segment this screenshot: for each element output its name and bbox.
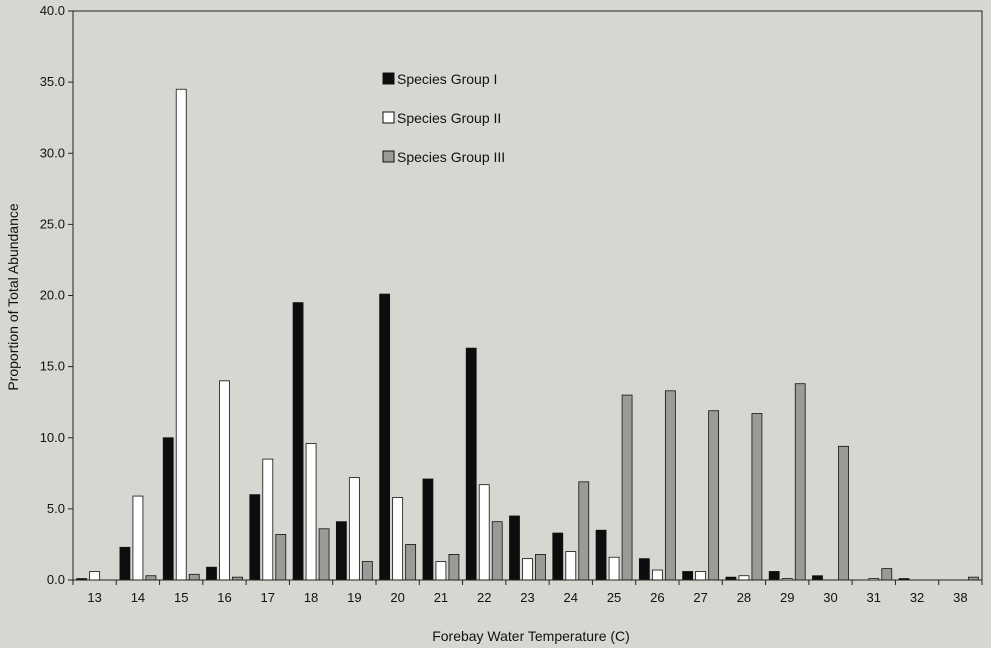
- bar-2-27: [695, 571, 707, 581]
- bar-1-20: [379, 293, 391, 581]
- bar-2-23: [522, 558, 533, 581]
- bar-2-14: [132, 495, 144, 581]
- y-tick-label: 0.0: [47, 572, 65, 587]
- axes-layer: 0.0 5.0 10.0 15.0 20.0 25.0 30.0 35.0 40.0 13 14 15…: [40, 3, 983, 605]
- bar-3-25: [621, 394, 633, 581]
- x-tick-label: 19: [347, 590, 361, 605]
- bar-2-13: [89, 571, 101, 581]
- y-axis-title: Proportion of Total Abundance: [5, 203, 21, 391]
- bar-2-26: [651, 569, 663, 581]
- x-tick-label: 17: [261, 590, 275, 605]
- bar-3-28: [751, 413, 763, 581]
- bar-3-19: [361, 561, 373, 581]
- x-tick-label: 28: [737, 590, 751, 605]
- bar-2-28: [738, 575, 750, 581]
- bar-3-22: [491, 521, 503, 581]
- x-tick-label: 31: [867, 590, 881, 605]
- bar-3-26: [664, 390, 676, 581]
- bars-layer: [76, 88, 979, 581]
- x-tick-label: 18: [304, 590, 318, 605]
- bar-1-22: [465, 347, 477, 581]
- bar-2-20: [392, 497, 404, 581]
- bar-2-18: [305, 443, 317, 581]
- bar-1-23: [509, 515, 520, 581]
- bar-2-16: [219, 380, 230, 581]
- y-tick-label: 10.0: [40, 430, 65, 445]
- x-tick-label: 14: [131, 590, 145, 605]
- bar-2-21: [435, 561, 447, 581]
- x-axis-title: Forebay Water Temperature (C): [432, 628, 630, 644]
- x-tick-label: 22: [477, 590, 491, 605]
- bar-3-18: [318, 528, 330, 581]
- y-tick-label: 5.0: [47, 501, 65, 516]
- bar-1-26: [638, 558, 650, 581]
- bar-3-14: [145, 575, 157, 581]
- bar-1-21: [422, 478, 434, 581]
- x-tick-label: 32: [910, 590, 924, 605]
- bar-1-27: [682, 571, 694, 581]
- x-tick-label: 20: [390, 590, 404, 605]
- x-tick-label: 15: [174, 590, 188, 605]
- y-tick-label: 15.0: [40, 359, 65, 374]
- x-tick-label: 29: [780, 590, 794, 605]
- bar-1-15: [162, 437, 174, 581]
- bar-1-30: [812, 575, 823, 581]
- bar-3-31: [881, 568, 893, 581]
- bar-3-21: [448, 553, 460, 581]
- legend-swatch: [382, 111, 395, 124]
- legend-label: Species Group I: [397, 71, 497, 87]
- bar-2-17: [262, 458, 274, 581]
- legend-swatch: [382, 150, 395, 163]
- bar-1-29: [768, 571, 780, 581]
- x-tick-label: 21: [434, 590, 448, 605]
- bar-3-27: [708, 410, 720, 581]
- bar-1-17: [249, 494, 261, 581]
- bar-3-29: [794, 383, 806, 581]
- bar-1-18: [292, 302, 304, 581]
- bar-1-14: [119, 546, 131, 581]
- bar-2-19: [348, 477, 360, 581]
- bar-2-25: [608, 556, 620, 581]
- x-tick-label: 27: [693, 590, 707, 605]
- x-tick-label: 30: [823, 590, 837, 605]
- bar-3-17: [275, 534, 287, 581]
- legend-swatch: [382, 72, 395, 85]
- x-tick-label: 25: [607, 590, 621, 605]
- bar-3-30: [838, 445, 849, 581]
- bar-2-24: [565, 551, 577, 581]
- bar-2-22: [478, 484, 490, 581]
- x-tick-label: 13: [87, 590, 101, 605]
- x-tick-label: 16: [217, 590, 231, 605]
- x-tick-label: 23: [520, 590, 534, 605]
- legend-label: Species Group II: [397, 110, 501, 126]
- bar-2-15: [175, 88, 187, 581]
- x-tick-label: 38: [953, 590, 967, 605]
- bar-3-23: [535, 553, 546, 581]
- bar-3-20: [405, 544, 417, 581]
- bar-1-25: [595, 529, 607, 581]
- y-tick-label: 20.0: [40, 288, 65, 303]
- y-tick-label: 30.0: [40, 145, 65, 160]
- bar-1-16: [206, 566, 217, 581]
- y-tick-label: 25.0: [40, 216, 65, 231]
- bar-1-19: [335, 521, 347, 581]
- bar-1-24: [552, 532, 564, 581]
- bar-3-24: [578, 481, 590, 581]
- y-tick-label: 40.0: [40, 3, 65, 18]
- bar-3-15: [188, 573, 200, 581]
- legend: Species Group I Species Group II Species G…: [382, 71, 505, 165]
- legend-label: Species Group III: [397, 149, 505, 165]
- y-tick-label: 35.0: [40, 74, 65, 89]
- x-tick-label: 26: [650, 590, 664, 605]
- x-tick-label: 24: [564, 590, 578, 605]
